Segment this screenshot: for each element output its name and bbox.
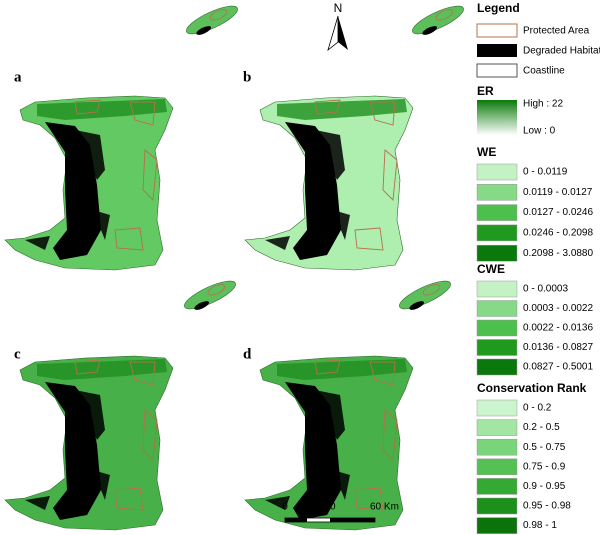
panel-label: b — [243, 69, 251, 85]
legend-swatch — [476, 478, 518, 495]
legend-swatch — [476, 280, 518, 298]
north-label: N — [334, 1, 343, 15]
legend-item: Low : 0 — [523, 126, 556, 137]
legend-item: 0.75 - 0.9 — [523, 461, 566, 472]
panel-label: c — [14, 346, 21, 362]
legend-item: 0.0136 - 0.0827 — [523, 342, 593, 353]
legend-item: 0.0827 - 0.5001 — [523, 362, 593, 373]
legend-swatch — [476, 319, 518, 337]
north-arrow: N — [327, 1, 348, 52]
panel-label: a — [14, 69, 22, 85]
legend-swatch — [476, 497, 518, 515]
legend-item: High : 22 — [523, 99, 563, 110]
scale-label: 30 — [324, 502, 336, 513]
tobago — [182, 0, 242, 40]
scale-bar: 0 15 30 60 Km — [282, 502, 399, 523]
legend-swatch — [476, 517, 518, 534]
legend-item: 0.0022 - 0.0136 — [523, 323, 593, 334]
legend-item: 0 - 0.0119 — [523, 167, 568, 178]
legend-item: 0.95 - 0.98 — [523, 501, 571, 512]
legend-item: 0.2098 - 3.0880 — [523, 248, 593, 259]
tobago — [180, 275, 240, 315]
tobago — [395, 275, 455, 315]
legend-swatch — [476, 300, 518, 317]
legend-item: 0.9 - 0.95 — [523, 481, 566, 492]
tobago — [408, 0, 468, 40]
legend-item: Protected Area — [523, 26, 590, 37]
map-b — [244, 95, 414, 271]
legend-heading: ER — [477, 84, 494, 98]
legend: Legend Protected Area Degraded Habitat C… — [476, 1, 600, 534]
legend-item: 0.0119 - 0.0127 — [523, 187, 593, 198]
legend-heading: CWE — [477, 262, 505, 276]
legend-heading: Conservation Rank — [477, 381, 587, 395]
legend-title: Legend — [477, 1, 520, 15]
legend-swatch — [476, 419, 518, 436]
legend-swatch — [476, 204, 518, 221]
map-c — [4, 355, 174, 531]
legend-swatch — [476, 184, 518, 201]
legend-swatch — [476, 224, 518, 242]
legend-swatch — [476, 458, 518, 476]
legend-item: 0.0003 - 0.0022 — [523, 303, 593, 314]
scale-label: 15 — [302, 502, 314, 513]
legend-item: Coastline — [523, 66, 565, 77]
legend-item: 0 - 0.2 — [523, 403, 552, 414]
legend-item: 0.5 - 0.75 — [523, 442, 566, 453]
legend-item: 0.0127 - 0.0246 — [523, 207, 593, 218]
scale-label: 60 Km — [370, 502, 399, 513]
legend-item: 0 - 0.0003 — [523, 284, 568, 295]
legend-item: Degraded Habitat — [523, 46, 600, 57]
scale-label: 0 — [282, 502, 288, 513]
legend-item: 0.2 - 0.5 — [523, 422, 560, 433]
legend-swatch — [476, 244, 518, 262]
legend-heading: WE — [477, 145, 496, 159]
panel-label: d — [243, 346, 252, 362]
legend-swatch — [476, 339, 518, 356]
legend-item: 0.98 - 1 — [523, 520, 557, 531]
map-panels: a b c d — [4, 0, 468, 531]
legend-swatch — [476, 358, 518, 376]
legend-swatch — [476, 438, 518, 456]
legend-swatch — [476, 399, 518, 417]
legend-swatch — [476, 163, 518, 181]
map-a — [4, 95, 174, 271]
legend-item: 0.0246 - 0.2098 — [523, 228, 593, 239]
